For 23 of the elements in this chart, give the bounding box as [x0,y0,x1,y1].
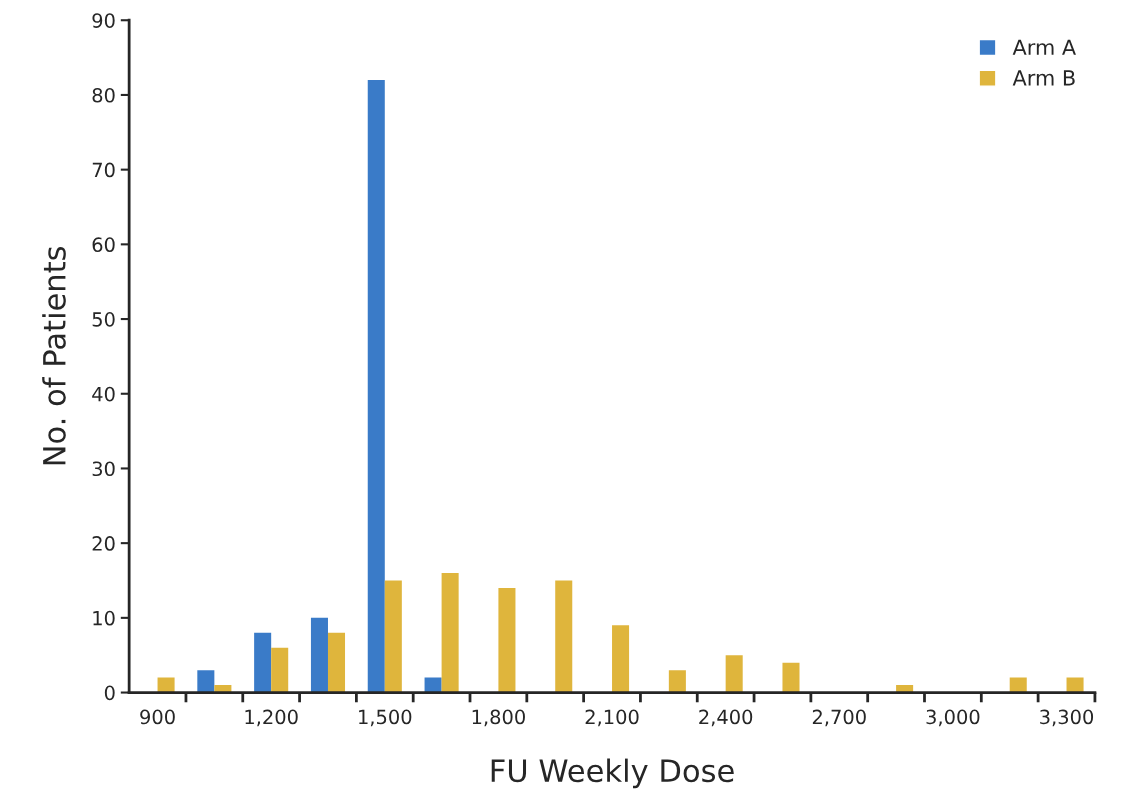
y-tick-label: 50 [92,312,115,327]
x-tick-label: 2,100 [585,709,639,727]
x-tick-label: 3,300 [1040,709,1094,727]
y-tick-label: 90 [92,13,115,28]
legend-label: Arm A [1012,39,1076,55]
y-tick-label: 70 [92,162,115,178]
y-tick-label: 40 [92,386,115,402]
y-tick-label: 80 [92,87,115,103]
x-tick-label: 1,500 [359,709,412,727]
y-axis-title: No. of Patients [42,246,66,465]
x-tick-label: 3,000 [926,709,980,727]
legend-label: Arm B [1012,70,1075,86]
y-tick-label: 60 [92,237,115,253]
x-tick-label: 900 [140,709,175,725]
y-tick-label: 30 [92,461,115,477]
x-tick-label: 2,400 [699,709,753,727]
y-tick-label: 10 [93,610,115,626]
x-tick-label: 2,700 [812,709,866,727]
x-tick-label: 1,800 [472,709,525,727]
x-tick-label: 1,200 [245,709,298,727]
y-tick-label: 0 [104,685,115,701]
x-axis-title: FU Weekly Dose [491,758,734,789]
y-tick-label: 20 [92,536,115,551]
